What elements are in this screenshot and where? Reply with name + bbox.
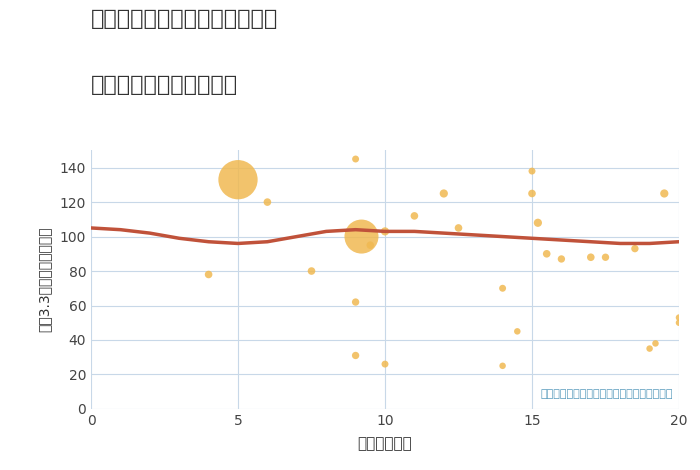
Point [512, 328, 523, 335]
Point [379, 227, 391, 235]
Text: 円の大きさは、取引のあった物件面積を示す: 円の大きさは、取引のあった物件面積を示す [540, 389, 673, 399]
Point [526, 190, 538, 197]
Point [350, 298, 361, 306]
X-axis label: 駅距離（分）: 駅距離（分） [358, 436, 412, 451]
Point [556, 255, 567, 263]
Point [379, 360, 391, 368]
Point [232, 176, 244, 183]
Point [306, 267, 317, 275]
Point [438, 190, 449, 197]
Point [497, 362, 508, 369]
Point [644, 345, 655, 352]
Point [203, 271, 214, 278]
Point [526, 167, 538, 175]
Point [650, 340, 661, 347]
Point [262, 198, 273, 206]
Point [409, 212, 420, 219]
Point [532, 219, 543, 227]
Y-axis label: 坪（3.3㎡）単価（万円）: 坪（3.3㎡）単価（万円） [37, 227, 51, 332]
Point [659, 190, 670, 197]
Point [600, 253, 611, 261]
Point [497, 284, 508, 292]
Point [350, 352, 361, 359]
Point [541, 250, 552, 258]
Point [365, 242, 376, 249]
Text: 福岡県福岡市西区下山門団地の: 福岡県福岡市西区下山門団地の [91, 9, 279, 30]
Point [356, 233, 367, 240]
Text: 駅距離別中古戸建て価格: 駅距離別中古戸建て価格 [91, 75, 238, 95]
Point [585, 253, 596, 261]
Point [673, 314, 685, 321]
Point [350, 155, 361, 163]
Point [629, 245, 641, 252]
Point [453, 224, 464, 232]
Point [673, 319, 685, 327]
